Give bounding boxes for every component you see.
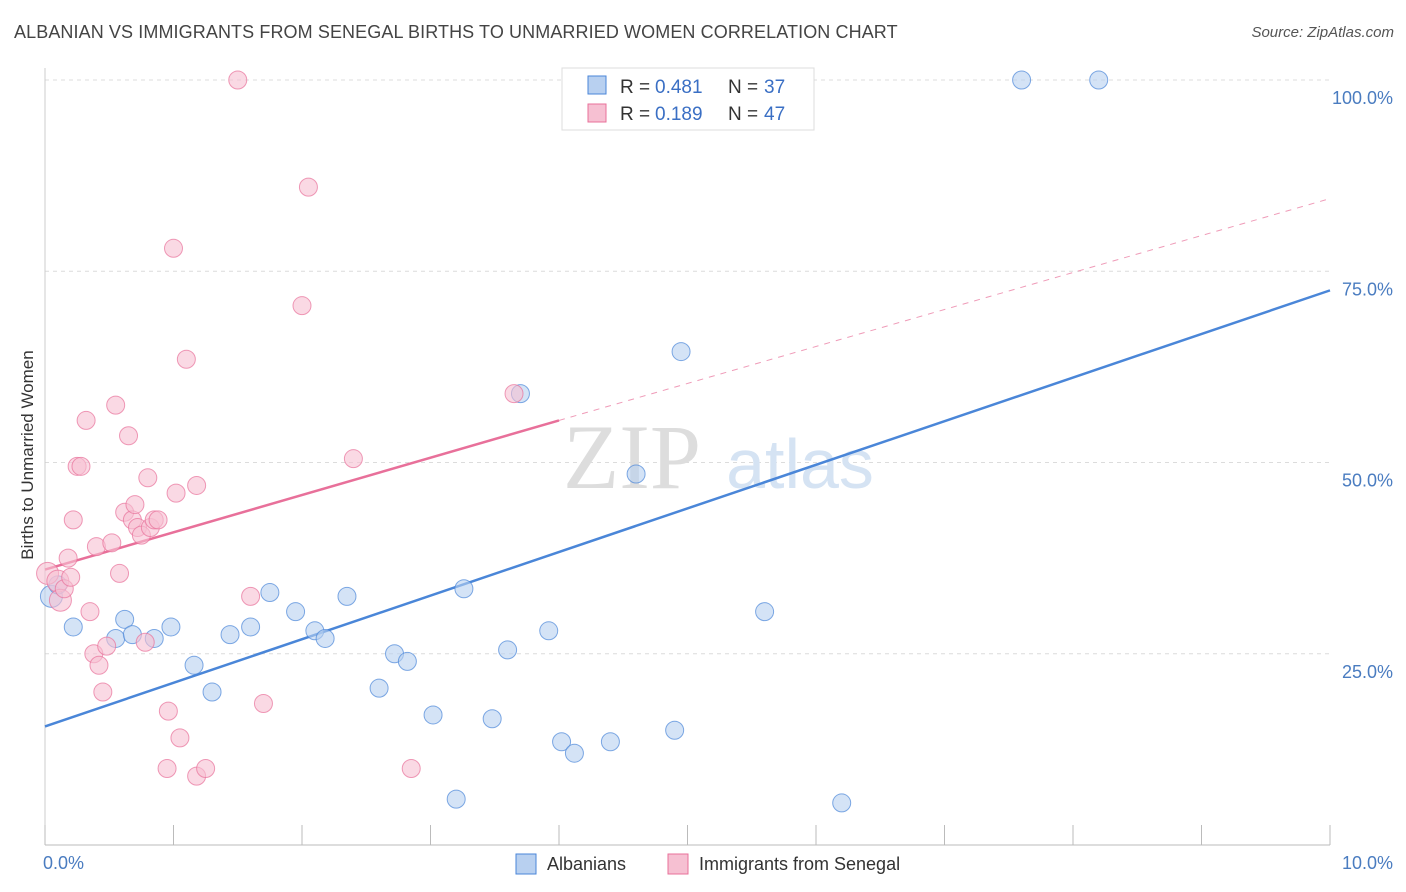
chart-title: ALBANIAN VS IMMIGRANTS FROM SENEGAL BIRT… [14,22,898,42]
legend-r-label-2: R = [620,104,655,125]
point-senegal-16 [102,533,122,553]
x-tick-label-1: 10.0% [1342,853,1393,873]
point-senegal-40 [241,586,261,606]
point-albanians-8 [184,655,204,675]
trend-line-senegal-extension [558,198,1331,421]
point-albanians-20 [423,705,443,725]
trend-line-senegal [44,419,560,571]
legend-r-value-1: 0.481 [655,77,703,98]
point-albanians-3 [115,609,135,629]
point-albanians-19 [397,651,417,671]
point-senegal-5 [61,567,81,587]
point-albanians-36 [1089,70,1109,90]
point-senegal-36 [187,475,207,495]
x-tick-labels: 0.0% 10.0% [43,853,1393,873]
point-senegal-42 [292,296,312,316]
watermark: ZIP atlas [563,406,874,508]
series-legend-label-albanians: Albanians [547,854,626,874]
legend-swatch-albanians [587,75,607,95]
point-senegal-22 [125,495,145,515]
trend-lines [44,198,1331,728]
point-senegal-9 [76,410,96,430]
y-tick-labels: 100.0% 75.0% 50.0% 25.0% [1332,88,1393,682]
point-senegal-38 [196,759,216,778]
point-senegal-14 [93,682,113,702]
point-senegal-46 [504,384,524,404]
point-senegal-26 [138,468,158,488]
point-albanians-35 [1012,70,1032,90]
point-senegal-34 [170,728,190,748]
point-albanians-26 [539,621,559,641]
point-albanians-21 [446,789,466,809]
legend-n-label-2: N = [728,104,763,125]
series-legend-swatch-senegal [667,853,689,875]
watermark-atlas: atlas [726,425,874,503]
point-albanians-31 [665,720,685,740]
point-senegal-35 [176,349,196,369]
trend-line-albanians [44,289,1331,728]
point-albanians-10 [220,625,240,645]
point-albanians-12 [260,583,280,603]
y-tick-label-3: 25.0% [1342,662,1393,682]
legend-n-label-1: N = [728,77,763,98]
point-albanians-2 [63,617,83,637]
point-albanians-30 [626,464,646,484]
point-senegal-18 [110,563,130,583]
legend-r-label-1: R = [620,77,655,98]
point-senegal-30 [157,759,177,778]
point-senegal-33 [166,483,186,503]
point-albanians-34 [832,793,852,813]
point-senegal-29 [148,510,168,530]
point-senegal-8 [71,456,91,476]
point-albanians-27 [552,732,572,752]
correlation-legend: R = 0.481 N = 37 R = 0.189 N = 47 [561,67,815,131]
legend-r-value-2: 0.189 [655,104,703,125]
watermark-zip: ZIP [563,406,701,508]
point-senegal-43 [298,177,318,197]
point-senegal-31 [158,701,178,721]
point-senegal-20 [119,426,139,446]
y-tick-label-2: 50.0% [1342,471,1393,491]
legend-n-value-2: 47 [764,104,785,125]
point-albanians-7 [161,617,181,637]
point-albanians-11 [241,617,261,637]
point-senegal-41 [253,693,273,713]
point-albanians-28 [564,743,584,763]
point-albanians-33 [755,602,775,622]
point-albanians-23 [482,709,502,729]
series-legend-label-senegal: Immigrants from Senegal [699,854,900,874]
point-senegal-4 [58,548,78,568]
point-senegal-45 [401,759,421,778]
point-senegal-17 [106,395,126,415]
series-legend-swatch-albanians [515,853,537,875]
point-albanians-16 [337,586,357,606]
y-tick-label-1: 75.0% [1342,279,1393,299]
point-albanians-17 [369,678,389,698]
point-senegal-25 [135,632,155,652]
point-senegal-13 [89,655,109,675]
point-senegal-44 [343,449,363,469]
point-senegal-39 [228,70,248,90]
legend-swatch-senegal [587,103,607,123]
data-points [36,70,1109,813]
point-senegal-32 [164,238,183,258]
series-legend: Albanians Immigrants from Senegal [515,853,900,875]
point-albanians-24 [498,640,518,660]
point-senegal-6 [63,510,83,530]
x-tick-label-0: 0.0% [43,853,84,873]
point-albanians-22 [454,579,474,599]
point-albanians-32 [671,342,691,362]
point-albanians-13 [286,602,306,622]
point-albanians-29 [600,732,620,752]
point-senegal-15 [97,636,117,656]
point-albanians-15 [315,628,335,648]
y-tick-label-0: 100.0% [1332,88,1393,108]
point-senegal-10 [80,602,100,622]
source-label: Source: ZipAtlas.com [1251,24,1394,41]
axes [44,68,1331,846]
point-albanians-9 [202,682,222,702]
grid-lines [45,79,1330,655]
legend-n-value-1: 37 [764,77,785,98]
